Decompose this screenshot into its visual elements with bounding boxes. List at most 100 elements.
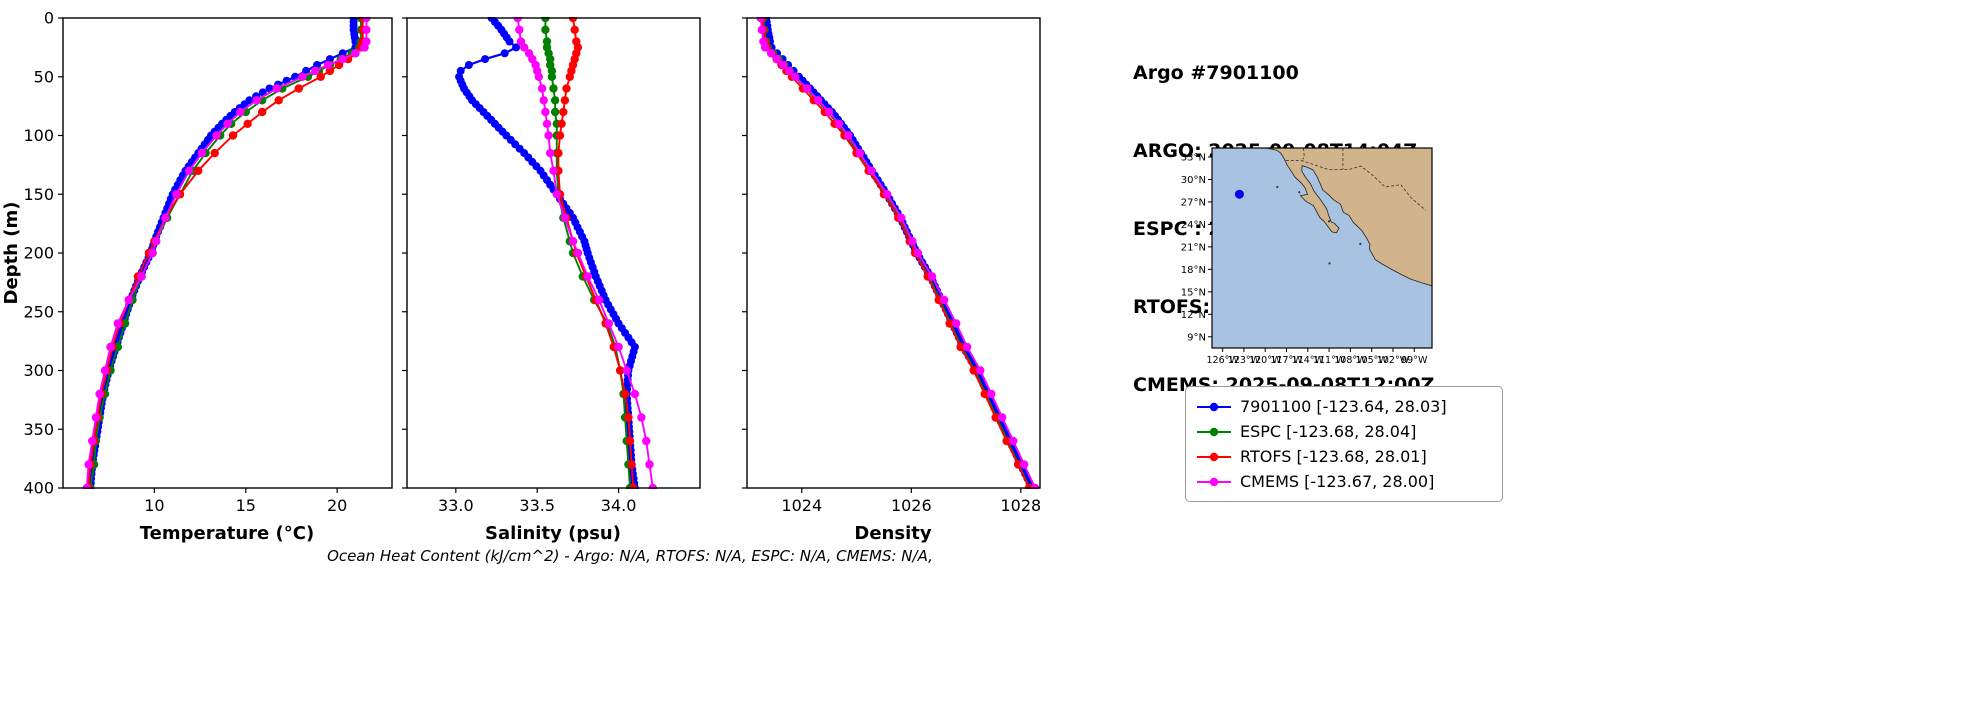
legend-label: RTOFS [-123.68, 28.01] bbox=[1240, 447, 1427, 466]
legend-marker bbox=[1209, 452, 1219, 461]
x-tick-label: 1026 bbox=[891, 496, 932, 515]
data-point bbox=[778, 60, 788, 70]
data-point bbox=[552, 190, 561, 199]
map-lat-label: 27°N bbox=[1181, 197, 1206, 208]
data-point bbox=[360, 43, 369, 52]
data-point bbox=[757, 25, 766, 34]
data-point bbox=[243, 119, 252, 128]
map-lon-label: 105°W bbox=[1356, 355, 1389, 366]
series-line-7901100 bbox=[457, 17, 637, 489]
data-point bbox=[824, 107, 834, 117]
x-tick-label: 33.5 bbox=[519, 496, 555, 515]
location-map: 33°N 30°N 27°N 24°N 21°N 18°N 15°N 12°N 9°N 126°W… bbox=[1181, 147, 1433, 366]
data-point bbox=[481, 55, 490, 64]
data-point bbox=[627, 460, 636, 469]
salinity-series-group bbox=[455, 17, 657, 489]
legend-sample bbox=[1197, 477, 1231, 486]
data-point bbox=[184, 166, 194, 175]
data-point bbox=[91, 413, 101, 422]
data-point bbox=[265, 84, 274, 93]
map-lon-label: 114°W bbox=[1292, 355, 1325, 366]
data-point bbox=[583, 272, 592, 281]
map-island bbox=[1276, 185, 1279, 189]
data-point bbox=[645, 460, 654, 469]
data-point bbox=[883, 190, 892, 199]
map-lat-label: 18°N bbox=[1181, 265, 1206, 276]
data-point bbox=[594, 295, 604, 305]
data-point bbox=[616, 366, 625, 375]
data-point bbox=[622, 366, 631, 375]
data-point bbox=[1002, 436, 1011, 446]
ylabel-depth: Depth (m) bbox=[1, 202, 22, 305]
data-point bbox=[834, 119, 844, 128]
data-point bbox=[520, 43, 529, 52]
map-lat-label: 15°N bbox=[1181, 287, 1206, 298]
data-point bbox=[630, 389, 640, 399]
data-point bbox=[546, 148, 555, 158]
map-features bbox=[1234, 148, 1432, 287]
legend-item: CMEMS [-123.67, 28.00] bbox=[1196, 469, 1492, 494]
series-markers-7901100 bbox=[86, 17, 360, 489]
series-line-RTOFS bbox=[87, 18, 364, 489]
data-point bbox=[113, 319, 123, 328]
data-point bbox=[323, 60, 333, 70]
series-line-7901100 bbox=[89, 18, 357, 489]
data-point bbox=[500, 49, 509, 58]
data-point bbox=[785, 66, 794, 76]
legend-label: CMEMS [-123.67, 28.00] bbox=[1240, 472, 1435, 491]
temperature-frame bbox=[62, 17, 393, 489]
data-point bbox=[351, 49, 360, 58]
data-point bbox=[100, 366, 110, 375]
y-tick-label: 400 bbox=[23, 479, 54, 498]
data-point bbox=[84, 460, 93, 469]
salinity-frame bbox=[406, 17, 701, 489]
map-lon-label: 123°W bbox=[1228, 355, 1261, 366]
data-point bbox=[236, 107, 245, 117]
map-lon-label: 99°W bbox=[1401, 355, 1428, 366]
data-point bbox=[897, 213, 906, 222]
data-point bbox=[338, 54, 347, 64]
series-markers-CMEMS bbox=[756, 17, 1040, 489]
legend-sample bbox=[1197, 402, 1231, 411]
data-point bbox=[316, 72, 325, 82]
data-point bbox=[624, 413, 633, 422]
y-tick-label: 50 bbox=[34, 67, 54, 86]
data-point bbox=[760, 43, 770, 52]
data-point bbox=[562, 84, 571, 93]
data-point bbox=[803, 84, 812, 93]
x-tick-label: 20 bbox=[327, 496, 347, 515]
xlabel-temperature: Temperature (°C) bbox=[140, 523, 314, 544]
data-point bbox=[542, 119, 552, 128]
data-point bbox=[772, 54, 782, 64]
data-point bbox=[148, 248, 157, 258]
data-point bbox=[550, 96, 560, 105]
map-lat-label: 12°N bbox=[1181, 310, 1206, 321]
data-point bbox=[161, 213, 170, 222]
legend-sample bbox=[1197, 427, 1231, 436]
ocean-heat-content-note: Ocean Heat Content (kJ/cm^2) - Argo: N/A… bbox=[327, 547, 933, 565]
data-point bbox=[88, 436, 97, 446]
data-point bbox=[980, 389, 989, 399]
legend-item: ESPC [-123.68, 28.04] bbox=[1196, 419, 1492, 444]
data-point bbox=[625, 436, 635, 446]
map-lat-label: 9°N bbox=[1187, 332, 1206, 343]
data-point bbox=[1009, 436, 1018, 446]
data-point bbox=[940, 295, 949, 305]
series-markers-CMEMS bbox=[82, 17, 371, 489]
data-point bbox=[298, 72, 307, 82]
x-tick-label: 1024 bbox=[781, 496, 822, 515]
xlabel-salinity: Salinity (psu) bbox=[485, 523, 621, 544]
data-point bbox=[272, 84, 281, 93]
data-point bbox=[814, 96, 823, 105]
data-point bbox=[565, 72, 574, 82]
data-point bbox=[544, 131, 553, 140]
data-point bbox=[620, 389, 630, 399]
map-lon-label: 126°W bbox=[1207, 355, 1240, 366]
map-border-line bbox=[1302, 148, 1305, 160]
map-lat-label: 21°N bbox=[1181, 242, 1206, 253]
data-point bbox=[956, 342, 965, 352]
data-point bbox=[913, 248, 923, 258]
data-point bbox=[559, 107, 568, 117]
